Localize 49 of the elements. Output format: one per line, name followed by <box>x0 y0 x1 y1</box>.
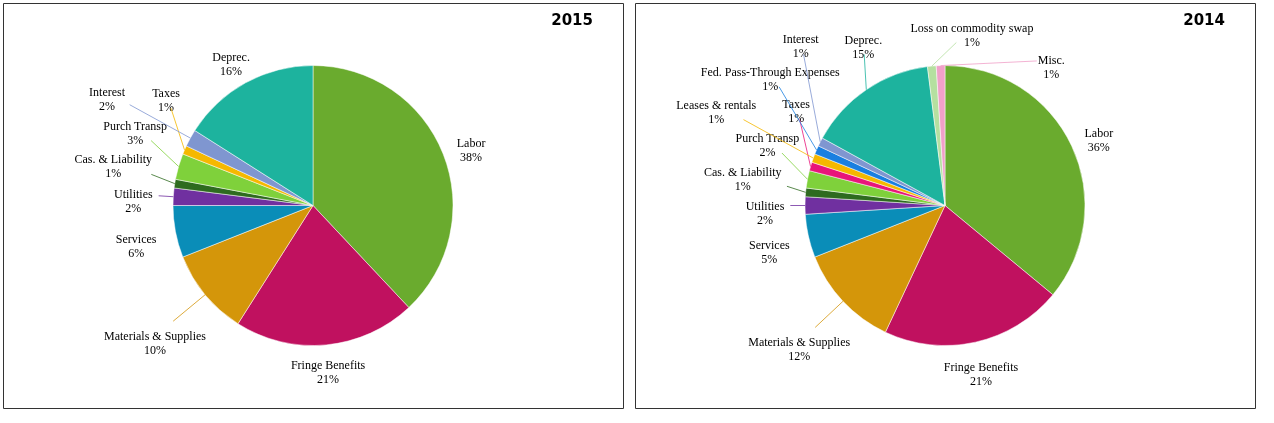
data-label: 1% <box>734 179 751 194</box>
data-label: 10% <box>144 343 167 358</box>
data-label: 3% <box>127 132 144 147</box>
slice-label: Taxes <box>782 97 811 112</box>
data-label: 12% <box>788 349 811 364</box>
data-label: 2% <box>759 145 776 160</box>
slice-label: Materials & Supplies <box>104 329 207 344</box>
slice-label: Services <box>115 232 157 247</box>
data-label: 1% <box>158 100 175 115</box>
slice-label: Utilities <box>745 198 785 213</box>
data-label: 38% <box>460 149 483 164</box>
slice-label: Interest <box>89 85 126 100</box>
text: 2014 <box>1183 11 1225 29</box>
slice-label: Loss on commodity swap <box>910 20 1034 35</box>
slice-label: Interest <box>782 32 820 47</box>
data-label: 6% <box>128 246 145 261</box>
data-label: 21% <box>969 373 992 388</box>
slice-label: Taxes <box>152 86 181 101</box>
data-label: 1% <box>792 46 809 61</box>
slice-label: Cas. & Liability <box>74 152 153 167</box>
slice-label: Leases & rentals <box>676 97 757 112</box>
data-label: 5% <box>761 251 778 266</box>
data-label: 1% <box>788 111 805 126</box>
data-label: 21% <box>317 371 340 386</box>
slice-label: Materials & Supplies <box>748 335 851 350</box>
data-label: 2% <box>757 212 773 227</box>
slice-label: Fringe Benefits <box>943 359 1019 374</box>
data-label: 2% <box>125 201 142 216</box>
slice-label: Deprec. <box>212 49 250 64</box>
data-label: 16% <box>220 63 243 78</box>
slice-label: Utilities <box>114 187 154 202</box>
slice-label: Cas. & Liability <box>703 165 782 180</box>
data-label: 2% <box>99 99 116 114</box>
slice-label: Labor <box>1084 126 1114 141</box>
slice-label: Fringe Benefits <box>290 357 366 372</box>
data-label: 15% <box>852 46 875 61</box>
slice-label: Services <box>749 237 790 252</box>
text: 2015 <box>551 11 593 29</box>
data-label: 1% <box>762 78 779 93</box>
slice-label: Deprec. <box>844 32 883 47</box>
data-label: 1% <box>1043 67 1060 82</box>
data-label: 1% <box>105 166 122 181</box>
data-label: 1% <box>963 34 980 49</box>
slice-label: Purch Transp <box>103 118 167 133</box>
data-label: 1% <box>708 111 725 126</box>
slice-label: Fed. Pass-Through Expenses <box>700 64 841 79</box>
slice-label: Labor <box>456 135 486 150</box>
data-label: 36% <box>1087 140 1110 155</box>
slice-label: Misc. <box>1037 53 1065 68</box>
